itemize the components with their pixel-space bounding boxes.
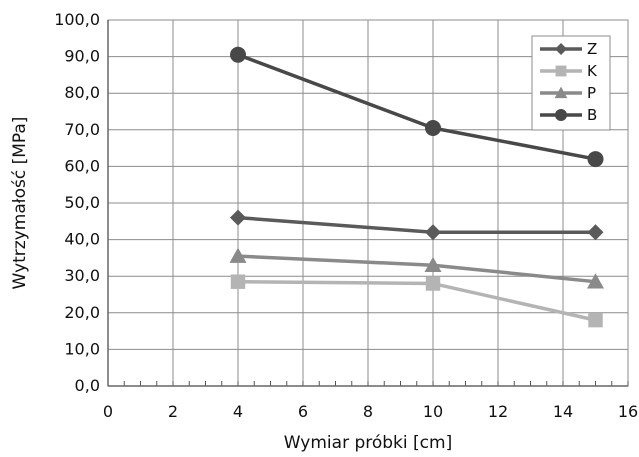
legend-marker-k (555, 65, 567, 77)
data-point-p (587, 273, 604, 289)
data-point-p (229, 247, 247, 263)
x-tick-label: 10 (423, 402, 443, 421)
x-tick-label: 8 (363, 402, 373, 421)
data-point-z (587, 224, 604, 241)
y-tick-label: 60,0 (64, 156, 100, 175)
legend-marker-z (555, 43, 567, 55)
legend-label-b: B (587, 106, 597, 124)
x-tick-label: 6 (298, 402, 308, 421)
y-axis-title: Wytrzymałość [MPa] (10, 117, 30, 290)
data-point-b (587, 151, 604, 168)
legend-item-b: B (540, 106, 597, 124)
series-b (230, 46, 604, 168)
axes: 0,0 10,0 20,0 30,0 40,0 50,0 60,0 70,0 80,0 90,0 1… (54, 10, 638, 421)
x-tick-label: 16 (618, 402, 638, 421)
x-tick-label: 2 (168, 402, 178, 421)
x-tick-label: 4 (233, 402, 243, 421)
y-tick-label: 10,0 (64, 339, 100, 358)
y-tick-label: 80,0 (64, 83, 100, 102)
x-tick-label: 12 (488, 402, 508, 421)
x-axis-title: Wymiar próbki [cm] (284, 433, 452, 453)
y-tick-label: 50,0 (64, 193, 100, 212)
y-tick-label: 70,0 (64, 120, 100, 139)
series-p (229, 247, 604, 289)
series-k (230, 274, 603, 328)
data-point-b (230, 46, 246, 63)
y-tick-label: 90,0 (64, 47, 100, 66)
data-point-p (424, 256, 442, 273)
legend-item-p: P (540, 84, 596, 102)
x-tick-label: 14 (553, 402, 573, 421)
legend-label-z: Z (587, 40, 597, 58)
legend-marker-b (555, 109, 567, 121)
y-tick-label: 0,0 (75, 376, 100, 395)
y-tick-label: 20,0 (64, 303, 100, 322)
data-point-z (425, 224, 441, 241)
legend-marker-p (554, 86, 568, 99)
data-point-k (230, 274, 246, 289)
series-layer (229, 46, 604, 328)
data-point-k (588, 312, 603, 328)
data-point-b (425, 119, 441, 136)
legend-label-p: P (587, 84, 596, 102)
legend-item-z: Z (540, 40, 597, 58)
y-tick-label: 100,0 (54, 10, 100, 29)
legend-item-k: K (540, 62, 598, 80)
data-point-k (425, 276, 441, 291)
y-tick-label: 30,0 (64, 266, 100, 285)
y-tick-label: 40,0 (64, 230, 100, 249)
x-tick-label: 0 (103, 402, 113, 421)
data-point-z (230, 209, 246, 226)
legend-label-k: K (587, 62, 598, 80)
series-z (230, 209, 604, 241)
